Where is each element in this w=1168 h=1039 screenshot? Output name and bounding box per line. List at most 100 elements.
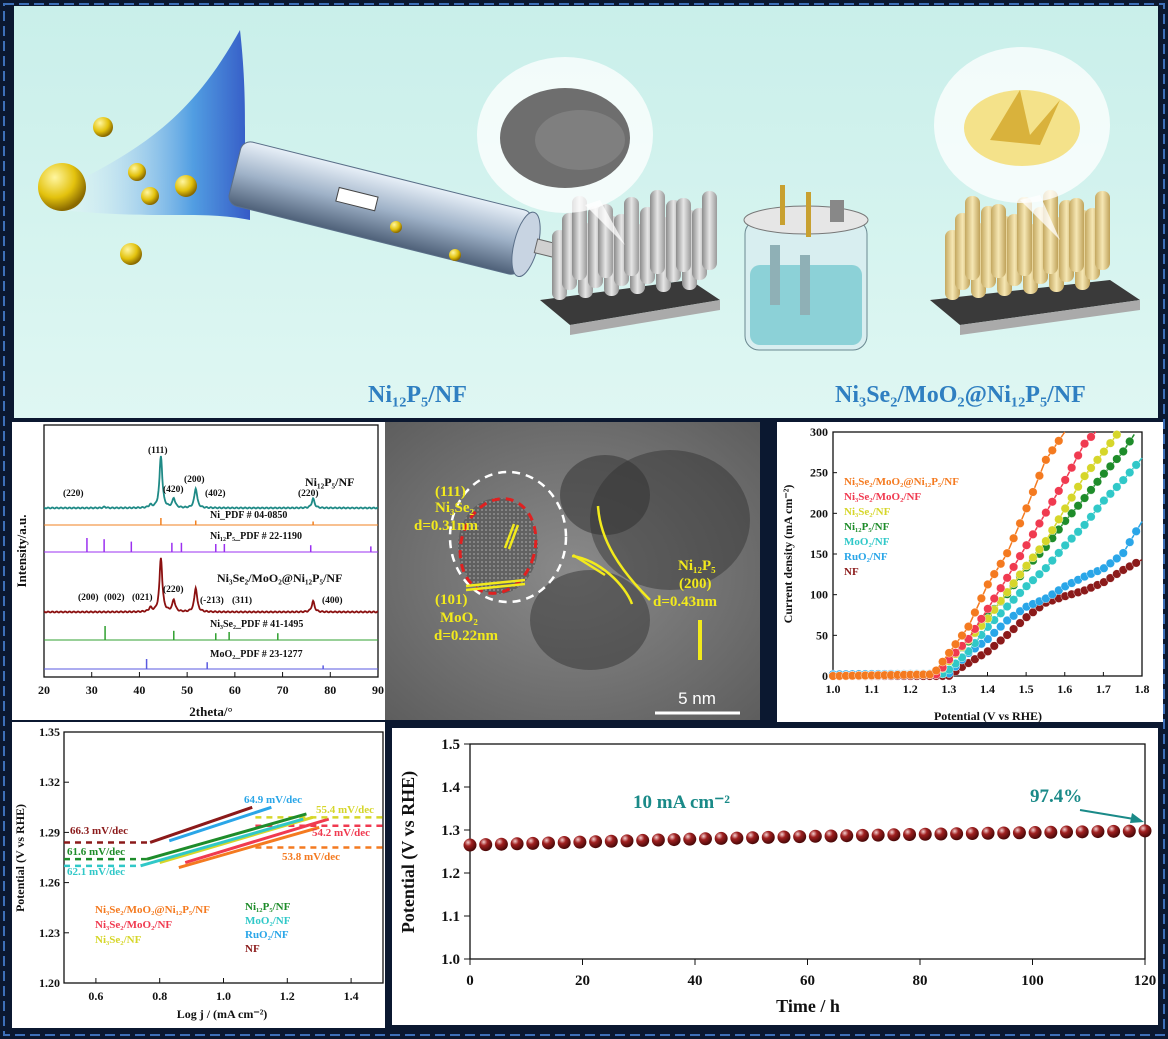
nanorod (965, 196, 980, 280)
lsv-marker (1105, 438, 1115, 448)
lsv-marker (1041, 455, 1051, 465)
stability-y-tick-label: 1.0 (441, 952, 460, 968)
lsv-marker (1086, 432, 1096, 442)
lsv-marker (1022, 581, 1032, 591)
tafel-slope-label: 53.8 mV/dec (282, 851, 340, 863)
lsv-marker (1034, 471, 1044, 481)
lsv-marker (1112, 569, 1122, 579)
lsv-marker (1125, 468, 1135, 478)
stability-x-tick-label: 60 (800, 973, 815, 989)
lsv-panel: 1.0 1.1 1.2 1.3 1.4 1.5 1.6 1.7 1.8 0 50 100 150 200 2… (777, 422, 1163, 723)
tafel-x-tick-label: 0.8 (152, 989, 167, 1003)
lsv-marker (963, 622, 973, 632)
lsv-marker (1099, 447, 1109, 457)
tafel-legend-entry: RuO₂/NF (245, 929, 289, 941)
lsv-marker (1067, 493, 1077, 503)
tem-label-moo2-plane: (101) (435, 592, 468, 608)
stability-marker (714, 831, 728, 845)
xrd-series-label: Ni₃Se₂/MoO₂@Ni₁₂P₅/NF (217, 571, 342, 585)
lsv-marker (1118, 548, 1128, 558)
tafel-fit-line (149, 805, 253, 844)
lsv-marker (1086, 485, 1096, 495)
nanorod (991, 204, 1006, 278)
xrd-x-tick-label: 90 (372, 683, 384, 697)
xrd-x-tick-label: 30 (86, 683, 98, 697)
lsv-marker (1131, 558, 1141, 568)
stability-marker (808, 829, 822, 843)
lsv-marker (1015, 606, 1025, 616)
stability-marker (793, 830, 807, 844)
stability-marker (510, 837, 524, 851)
lsv-legend-entry: Ni₁₂P₅/NF (844, 521, 890, 533)
stability-marker (494, 837, 508, 851)
nanorod (676, 198, 691, 272)
stability-x-label: Time / h (776, 996, 840, 1016)
lsv-marker (1034, 569, 1044, 579)
stability-marker (1091, 825, 1105, 839)
lsv-legend-entry: Ni₃Se₂/MoO₂@Ni₁₂P₅/NF (844, 476, 959, 488)
stability-x-tick-label: 100 (1021, 973, 1044, 989)
tafel-y-tick-label: 1.26 (39, 876, 60, 890)
lsv-marker (976, 614, 986, 624)
lsv-marker (1022, 612, 1032, 622)
stability-marker (1044, 825, 1058, 839)
lsv-marker (1105, 489, 1115, 499)
lsv-marker (1060, 475, 1070, 485)
lsv-marker (1112, 553, 1122, 563)
xrd-series-label: Ni₁₂P₅/NF (305, 475, 354, 489)
tem-label-moo2-name: MoO₂ (440, 610, 478, 626)
stability-marker (463, 838, 477, 852)
lsv-y-tick-label: 150 (810, 547, 828, 561)
lsv-marker (1009, 533, 1019, 543)
lsv-marker (1015, 518, 1025, 528)
lsv-marker (1022, 503, 1032, 513)
stability-marker (573, 835, 587, 849)
tafel-legend-entry: Ni₃Se₂/MoO₂@Ni₁₂P₅/NF (95, 904, 210, 916)
lsv-legend-entry: Ni₃Se₂/MoO₂/NF (844, 491, 921, 503)
lsv-y-label: Current density (mA cm⁻²) (781, 485, 795, 624)
lsv-marker (1015, 570, 1025, 580)
tafel-legend-entry: MoO₂/NF (245, 915, 291, 927)
lsv-marker (1125, 436, 1135, 446)
xrd-hkl-label: (400) (322, 595, 343, 606)
stability-marker (604, 834, 618, 848)
tem-label-ni3se2-plane: (111) (435, 484, 466, 500)
stability-marker (746, 831, 760, 845)
stability-marker (1107, 824, 1121, 838)
lsv-marker (1118, 446, 1128, 456)
stability-x-tick-label: 120 (1134, 973, 1157, 989)
xrd-hkl-label: (402) (205, 488, 226, 499)
xrd-curve (43, 455, 379, 510)
xrd-panel: 20 30 40 50 60 70 80 90 Ni₁₂P₅/NF Ni₃Se₂/MoO₂@Ni₁… (12, 422, 385, 720)
lsv-marker (1067, 463, 1077, 473)
xrd-hkl-label: (220) (63, 488, 84, 499)
stability-marker (683, 832, 697, 846)
synthesis-schematic: Ni₁₂P₅/NF Ni₃Se₂/MoO₂@Ni₁₂P₅/NF (14, 6, 1158, 418)
smiley-particles (38, 117, 461, 265)
lsv-marker (1073, 482, 1083, 492)
lsv-legend-entry: RuO₂/NF (844, 551, 888, 563)
reference-label: MoO₂_PDF # 23-1277 (210, 649, 303, 660)
stability-marker (479, 838, 493, 852)
tafel-y-tick-label: 1.35 (39, 725, 60, 739)
xrd-x-label: 2theta/° (189, 704, 232, 719)
dashed-frame (3, 3, 1165, 1036)
tafel-slope-label: 61.6 mV/dec (67, 846, 125, 858)
lsv-marker (1112, 430, 1122, 440)
stability-marker (997, 826, 1011, 840)
lsv-marker (1118, 475, 1128, 485)
lsv-y-tick-label: 50 (816, 628, 828, 642)
retention-arrowhead-icon (1130, 813, 1144, 823)
lsv-marker (1028, 529, 1038, 539)
heterointerface-outline (448, 470, 568, 604)
lsv-marker (989, 593, 999, 603)
lsv-x-tick-label: 1.8 (1135, 682, 1150, 696)
stability-y-tick-label: 1.2 (441, 866, 460, 882)
lsv-marker (1041, 508, 1051, 518)
smiley-icon (449, 249, 461, 261)
stability-x-tick-label: 80 (913, 973, 928, 989)
stability-marker (1028, 826, 1042, 840)
smiley-icon (38, 163, 86, 211)
smiley-icon (93, 117, 113, 137)
xrd-y-label: Intensity/a.u. (14, 515, 29, 588)
